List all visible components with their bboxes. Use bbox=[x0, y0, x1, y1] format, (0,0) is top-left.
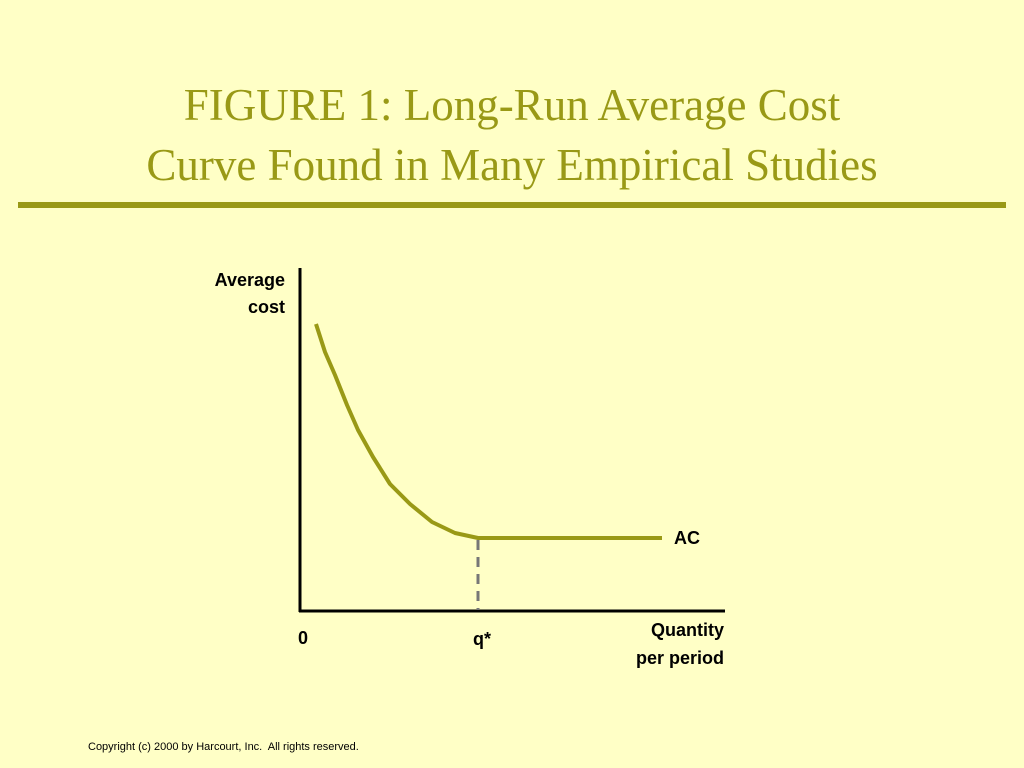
q-star-label: q* bbox=[473, 629, 491, 649]
title-line: Curve Found in Many Empirical Studies bbox=[146, 140, 877, 190]
x-axis-label: Quantity bbox=[651, 620, 724, 640]
title-line: FIGURE 1: Long-Run Average Cost bbox=[184, 80, 841, 130]
copyright: Copyright (c) 2000 by Harcourt, Inc. All… bbox=[88, 741, 359, 753]
y-axis-label: cost bbox=[248, 297, 285, 317]
x-axis-label: per period bbox=[636, 648, 724, 668]
curve-label: AC bbox=[674, 528, 700, 548]
origin-label: 0 bbox=[298, 628, 308, 648]
title-rule bbox=[18, 202, 1006, 208]
y-axis-label: Average bbox=[215, 270, 285, 290]
ac-curve bbox=[314, 323, 662, 540]
